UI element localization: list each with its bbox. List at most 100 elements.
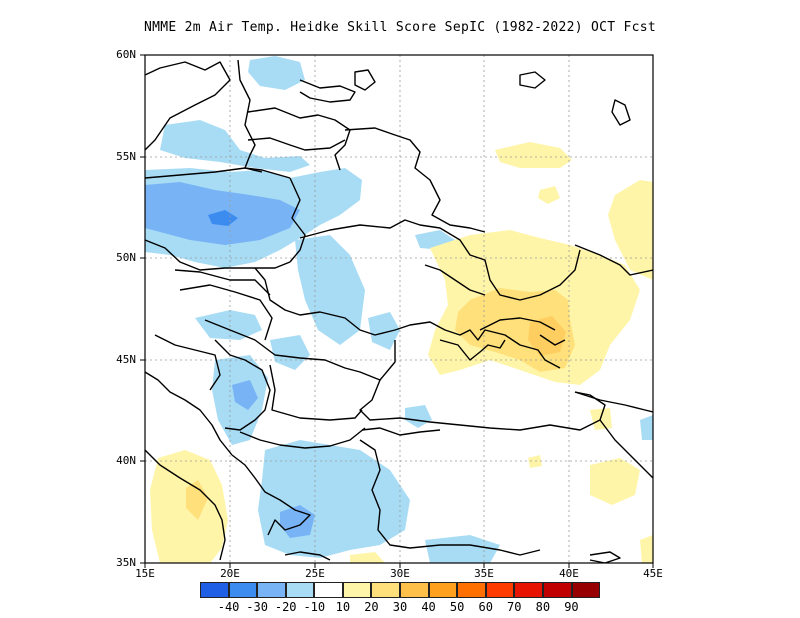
lat-tick-label: 55N xyxy=(116,150,136,163)
shade-10-turkey xyxy=(590,458,640,505)
coast-greece xyxy=(231,454,311,536)
colorbar-label: 90 xyxy=(564,600,579,614)
shade-10-aegean-south xyxy=(350,552,385,563)
colorbar-swatch xyxy=(257,582,286,598)
lat-tick-label: 40N xyxy=(116,454,136,467)
border-poland-south xyxy=(145,239,291,271)
lat-tick-label: 60N xyxy=(116,48,136,61)
colorbar-label: 50 xyxy=(449,600,465,614)
border-caucasus xyxy=(574,391,653,413)
lat-tick-label: 35N xyxy=(116,556,136,569)
border-romania xyxy=(204,319,396,381)
coast-crimea xyxy=(439,339,506,361)
colorbar-label: 60 xyxy=(478,600,493,614)
colorbar-swatch xyxy=(542,582,572,598)
coast-black-north xyxy=(394,321,561,369)
lake-north1 xyxy=(519,71,546,89)
shade-10-east xyxy=(608,180,653,280)
lake-north2 xyxy=(611,99,631,126)
colorbar-swatch xyxy=(514,582,543,598)
colorbar-swatch xyxy=(371,582,401,598)
lat-tick-label: 50N xyxy=(116,251,136,264)
lon-tick-label: 20E xyxy=(220,567,240,580)
shade-neg10-east-edge xyxy=(640,415,653,440)
coast-baltic-east xyxy=(237,59,291,179)
border-russia-belarus xyxy=(344,127,486,233)
shade-neg10-moldova xyxy=(368,312,400,350)
colorbar-label: -40 xyxy=(217,600,240,614)
coast-crete xyxy=(284,551,331,561)
shaded-regions xyxy=(145,56,653,563)
shade-neg10-baltic xyxy=(160,120,310,172)
shade-10-dot1 xyxy=(538,186,560,204)
border-baltics xyxy=(247,107,351,171)
lon-tick-label: 40E xyxy=(559,567,579,580)
plot-frame xyxy=(144,54,654,564)
shade-10-turkey-east xyxy=(640,535,653,563)
border-hungary xyxy=(179,284,273,341)
chart-title: NMME 2m Air Temp. Heidke Skill Score Sep… xyxy=(144,20,656,35)
border-turkey-east xyxy=(599,419,653,479)
shade-neg10-turkey-s xyxy=(425,535,500,563)
border-ukraine-north xyxy=(299,219,521,301)
border-bulgaria xyxy=(269,364,363,421)
colorbar-swatch xyxy=(485,582,515,598)
coast-scandinavia xyxy=(145,61,231,151)
shade-neg10-bulgaria xyxy=(405,405,432,428)
colorbar-label: 10 xyxy=(335,600,351,614)
colorbar-swatch xyxy=(314,582,343,598)
border-poland-belarus xyxy=(289,177,306,263)
coast-azov xyxy=(479,317,556,331)
lake-ladoga xyxy=(354,69,376,91)
coastlines-borders xyxy=(145,59,653,563)
coast-sea-of-azov-small xyxy=(539,334,566,346)
shade-20-italy xyxy=(186,480,208,520)
border-greece-north xyxy=(239,427,366,449)
colorbar-label: -20 xyxy=(274,600,297,614)
colorbar xyxy=(200,582,601,598)
lon-tick-label: 35E xyxy=(474,567,494,580)
shade-neg10-ukraine-west xyxy=(295,235,365,345)
border-russia-kazakh xyxy=(574,244,653,276)
border-lithuania xyxy=(247,137,346,151)
shade-neg10-top xyxy=(248,56,305,90)
river-dnieper xyxy=(424,264,486,296)
border-bosnia xyxy=(154,334,221,391)
border-serbia xyxy=(214,339,271,431)
shade-neg10-romania xyxy=(270,335,310,370)
colorbar-label: -10 xyxy=(303,600,326,614)
island-cyprus xyxy=(589,551,621,563)
colorbar-label: 40 xyxy=(421,600,436,614)
shade-10-moscow xyxy=(495,142,572,168)
colorbar-swatch xyxy=(400,582,429,598)
coast-finland-gulf xyxy=(299,79,356,103)
colorbar-swatch xyxy=(457,582,486,598)
coast-adriatic xyxy=(145,371,233,456)
coast-italy xyxy=(145,449,226,561)
lon-tick-label: 45E xyxy=(643,567,663,580)
colorbar-swatch xyxy=(228,582,258,598)
border-slovakia xyxy=(174,269,271,296)
shade-neg20-serbia xyxy=(232,380,258,410)
border-volga xyxy=(519,249,581,301)
shade-neg30-poland xyxy=(208,210,238,226)
colorbar-swatch xyxy=(285,582,315,598)
border-ukraine-west xyxy=(254,267,396,336)
lon-tick-label: 25E xyxy=(305,567,325,580)
lat-tick-label: 45N xyxy=(116,353,136,366)
colorbar-swatch xyxy=(342,582,372,598)
colorbar-label: 70 xyxy=(507,600,522,614)
colorbar-label: 80 xyxy=(535,600,551,614)
coast-black-south xyxy=(359,379,606,431)
colorbar-label: 30 xyxy=(392,600,408,614)
shade-30-krasnodar xyxy=(528,316,566,356)
colorbar-label: 20 xyxy=(364,600,379,614)
coast-marmara xyxy=(361,427,441,436)
colorbar-swatch xyxy=(428,582,458,598)
colorbar-swatch xyxy=(200,582,229,598)
lon-tick-label: 30E xyxy=(390,567,410,580)
shade-neg10-hungary xyxy=(195,310,262,340)
shade-10-black-sea-dot xyxy=(528,455,542,468)
colorbar-swatch xyxy=(571,582,601,598)
